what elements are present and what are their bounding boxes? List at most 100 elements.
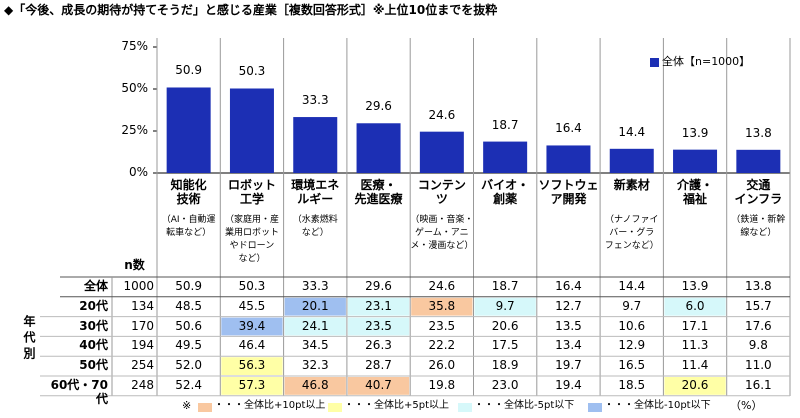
table-cell: 26.0 <box>428 358 456 373</box>
bar <box>293 117 338 173</box>
category-note: （家庭用・産 業用ロボット やドローン など） <box>224 215 279 265</box>
value-label: 29.6 <box>365 99 392 114</box>
category-note: （AI・自動運 転車など） <box>161 215 216 239</box>
table-cell: 50.6 <box>175 318 202 333</box>
row-label: 60代・70代 <box>50 378 108 407</box>
row-n: 194 <box>131 338 154 353</box>
table-cell: 20.6 <box>681 378 709 392</box>
value-label: 13.8 <box>744 125 772 140</box>
table-cell: 23.5 <box>365 318 392 333</box>
legend-swatch <box>328 403 342 412</box>
category-label: 知能化 技術 <box>170 178 207 207</box>
value-label: 33.3 <box>301 93 329 108</box>
table-cell: 13.8 <box>744 279 772 293</box>
legend-label: 全体【n=1000】 <box>662 55 751 68</box>
table-cell: 40.7 <box>365 378 392 392</box>
table-cell: 17.5 <box>491 338 519 353</box>
bar <box>483 141 528 173</box>
table-cell: 11.3 <box>681 338 709 353</box>
y-tick-label: 25% <box>121 123 148 137</box>
bar <box>673 149 718 173</box>
table-cell: 14.4 <box>618 279 646 293</box>
cell-highlight <box>221 357 283 375</box>
value-label: 16.4 <box>555 121 582 136</box>
category-note: （水素燃料 など） <box>292 215 338 239</box>
row-label: 20代 <box>79 298 108 313</box>
value-label: 50.3 <box>238 64 266 79</box>
table-cell: 17.1 <box>681 318 709 333</box>
table-cell: 22.2 <box>428 338 456 353</box>
table-cell: 56.3 <box>238 358 266 373</box>
row-n: 248 <box>131 378 154 392</box>
category-label: 環境エネ ルギー <box>291 178 340 207</box>
table-cell: 33.3 <box>301 279 329 293</box>
category-label: バイオ・ 創薬 <box>481 178 530 207</box>
category-label: 介護・ 福祉 <box>677 178 714 207</box>
cell-highlight <box>664 297 726 316</box>
table-cell: 18.7 <box>491 279 519 293</box>
legend-item: ・・・全体比+10pt以上 <box>214 400 326 411</box>
legend-mark: ※ <box>182 399 192 412</box>
bar <box>229 88 274 173</box>
table-cell: 24.6 <box>428 279 456 293</box>
y-tick-label: 50% <box>121 81 148 95</box>
table-cell: 34.5 <box>301 338 329 353</box>
category-note: （鉄道・新幹 線など） <box>731 215 786 239</box>
category-label: 交通 インフラ <box>734 178 783 207</box>
cell-highlight <box>347 377 410 395</box>
unit-label: （%） <box>730 399 763 412</box>
table-cell: 12.7 <box>555 298 582 313</box>
cell-highlight <box>347 317 410 336</box>
bar <box>736 149 781 173</box>
legend-swatch <box>198 403 212 412</box>
bar <box>546 145 591 173</box>
table-cell: 18.9 <box>491 358 519 373</box>
table-cell: 11.4 <box>681 358 709 373</box>
cell-highlight <box>664 377 726 395</box>
table-cell: 46.8 <box>301 378 329 392</box>
cell-highlight <box>284 297 346 316</box>
table-cell: 15.7 <box>744 298 772 313</box>
table-cell: 17.6 <box>744 318 772 333</box>
row-label: 全体 <box>83 279 108 293</box>
bar <box>419 131 464 173</box>
table-cell: 50.9 <box>175 279 202 293</box>
table-cell: 50.3 <box>238 279 266 293</box>
legend-swatch <box>588 403 602 412</box>
table-cell: 39.4 <box>238 318 266 333</box>
table-cell: 26.3 <box>365 338 392 353</box>
table-cell: 19.7 <box>555 358 582 373</box>
table-cell: 20.6 <box>491 318 519 333</box>
table-cell: 10.6 <box>618 318 646 333</box>
category-label: ソフトウェ ア開発 <box>538 178 599 207</box>
table-cell: 45.5 <box>238 298 266 313</box>
table-cell: 23.0 <box>491 378 519 392</box>
row-n: 1000 <box>123 279 154 293</box>
category-label: 新素材 <box>613 178 650 192</box>
table-cell: 18.5 <box>618 378 646 392</box>
table-cell: 16.5 <box>618 358 646 373</box>
table-cell: 24.1 <box>301 318 329 333</box>
table-cell: 28.7 <box>365 358 392 373</box>
table-cell: 52.0 <box>175 358 202 373</box>
table-cell: 19.4 <box>555 378 582 392</box>
y-tick-label: 75% <box>121 39 148 53</box>
table-cell: 9.7 <box>622 298 642 313</box>
table-cell: 35.8 <box>428 298 456 313</box>
cell-highlight <box>347 297 410 316</box>
cell-highlight <box>221 317 283 336</box>
table-cell: 32.3 <box>301 358 329 373</box>
legend-item: ・・・全体比-10pt以下 <box>604 400 711 411</box>
legend-swatch <box>650 58 659 67</box>
table-cell: 49.5 <box>175 338 202 353</box>
value-label: 50.9 <box>175 63 202 78</box>
legend-swatch <box>458 403 472 412</box>
table-cell: 57.3 <box>238 378 266 392</box>
table-cell: 12.9 <box>618 338 646 353</box>
y-tick-label: 0% <box>128 165 148 179</box>
cell-highlight <box>411 297 473 316</box>
value-label: 18.7 <box>491 117 519 132</box>
table-cell: 16.1 <box>744 378 772 392</box>
